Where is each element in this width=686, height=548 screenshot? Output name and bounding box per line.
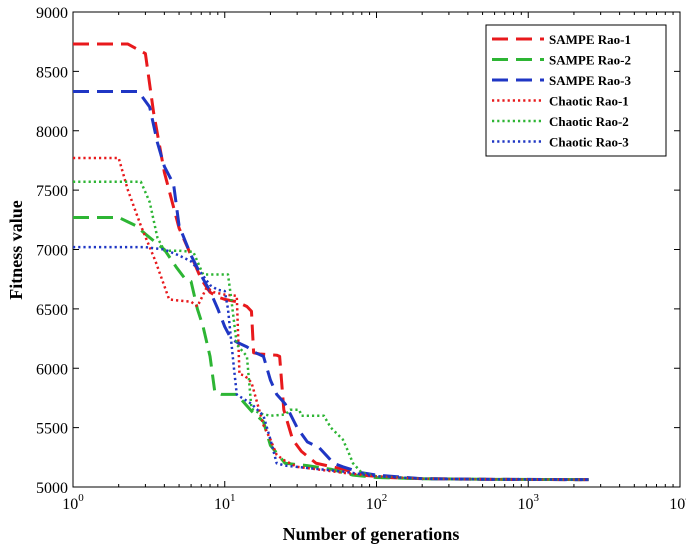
legend: SAMPE Rao-1 SAMPE Rao-2 SAMPE Rao-3 Chaotic… bbox=[485, 24, 667, 157]
legend-label-4: Chaotic Rao-1 bbox=[549, 94, 629, 109]
x-tick-label: 103 bbox=[518, 492, 540, 513]
y-tick-label: 6500 bbox=[36, 302, 68, 319]
series-layer bbox=[73, 42, 589, 482]
x-axis-title: Number of generations bbox=[283, 524, 460, 544]
legend-box bbox=[485, 24, 667, 157]
series-line-6 bbox=[73, 245, 589, 481]
y-tick-label: 5500 bbox=[36, 421, 68, 438]
x-tick-label: 100 bbox=[62, 492, 84, 513]
y-tick-label: 7000 bbox=[36, 243, 68, 260]
axes-layer: 5000 5500 6000 6500 7000 7500 8000 8500 9000 100 1… bbox=[36, 5, 686, 513]
legend-label-6: Chaotic Rao-3 bbox=[549, 135, 629, 150]
y-tick-label: 8000 bbox=[36, 124, 68, 141]
series-line-3 bbox=[73, 90, 589, 482]
series-line-2 bbox=[73, 215, 589, 482]
legend-label-1: SAMPE Rao-1 bbox=[549, 32, 631, 47]
y-tick-label: 6000 bbox=[36, 361, 68, 378]
y-tick-label: 7500 bbox=[36, 183, 68, 200]
x-tick-label: 101 bbox=[214, 492, 236, 513]
legend-label-5: Chaotic Rao-2 bbox=[549, 114, 629, 129]
y-axis-title: Fitness value bbox=[6, 200, 26, 300]
series-line-5 bbox=[73, 180, 589, 481]
y-tick-label: 5000 bbox=[36, 480, 68, 497]
x-tick-label: 102 bbox=[366, 492, 388, 513]
legend-label-3: SAMPE Rao-3 bbox=[549, 73, 631, 88]
x-tick-label: 104 bbox=[669, 492, 686, 513]
y-tick-label: 8500 bbox=[36, 64, 68, 81]
legend-label-2: SAMPE Rao-2 bbox=[549, 53, 631, 68]
y-tick-label: 9000 bbox=[36, 5, 68, 22]
